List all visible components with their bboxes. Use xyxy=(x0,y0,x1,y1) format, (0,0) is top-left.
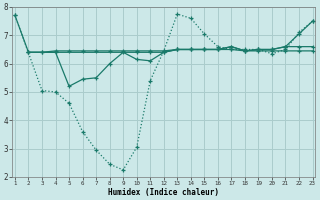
X-axis label: Humidex (Indice chaleur): Humidex (Indice chaleur) xyxy=(108,188,219,197)
